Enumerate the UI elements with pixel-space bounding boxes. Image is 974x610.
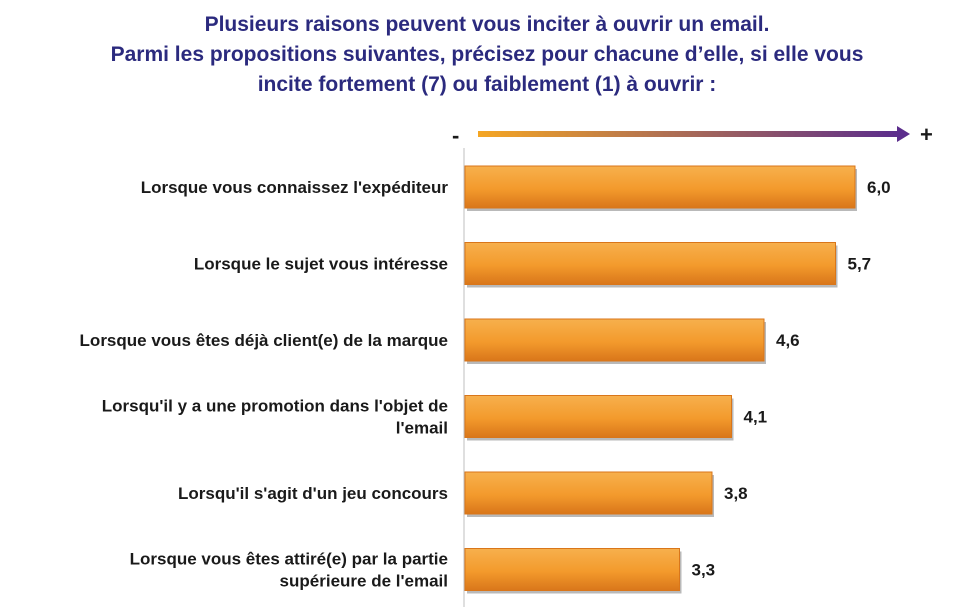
category-label-line: Lorsque le sujet vous intéresse	[194, 255, 448, 274]
bar-5	[464, 471, 713, 515]
category-label-line: l'email	[396, 419, 448, 438]
scale-low-sign: -	[452, 123, 459, 148]
title-line-1: Plusieurs raisons peuvent vous inciter à…	[204, 13, 770, 36]
scale-high-sign: +	[920, 122, 933, 147]
scale-arrow-shaft	[478, 131, 898, 137]
category-label-line: supérieure de l'email	[280, 572, 448, 591]
bar-4	[464, 395, 732, 438]
title-line-3: incite fortement (7) ou faiblement (1) à…	[257, 73, 717, 96]
category-label-line: Lorsqu'il s'agit d'un jeu concours	[178, 484, 448, 503]
bar-2	[464, 242, 836, 285]
category-label-5: Lorsqu'il s'agit d'un jeu concours	[178, 484, 448, 503]
value-label-1: 6,0	[867, 178, 891, 197]
bar-6	[464, 548, 680, 591]
category-label-line: Lorsque vous êtes déjà client(e) de la m…	[80, 331, 448, 350]
value-label-6: 3,3	[692, 561, 716, 580]
bars-layer: 6,0 Lorsque vous connaissez l'expéditeur 5…	[80, 165, 891, 594]
category-label-line: Lorsque vous êtes attiré(e) par la parti…	[130, 550, 448, 569]
chart-title: Plusieurs raisons peuvent vous inciter à…	[0, 10, 974, 100]
category-label-4: Lorsqu'il y a une promotion dans l'objet…	[102, 397, 448, 438]
title-line-2: Parmi les propositions suivantes, précis…	[110, 43, 864, 66]
category-label-line: Lorsque vous connaissez l'expéditeur	[141, 178, 449, 197]
category-label-3: Lorsque vous êtes déjà client(e) de la m…	[80, 331, 448, 350]
category-label-2: Lorsque le sujet vous intéresse	[194, 255, 448, 274]
category-label-6: Lorsque vous êtes attiré(e) par la parti…	[130, 550, 448, 591]
value-label-2: 5,7	[848, 255, 872, 274]
value-label-5: 3,8	[724, 484, 748, 503]
value-label-4: 4,1	[744, 408, 768, 427]
bar-3	[464, 318, 765, 362]
bar-1	[464, 165, 856, 209]
category-label-line: Lorsqu'il y a une promotion dans l'objet…	[102, 397, 448, 416]
value-label-3: 4,6	[776, 331, 800, 350]
category-label-1: Lorsque vous connaissez l'expéditeur	[141, 178, 449, 197]
scale-arrow-head	[897, 126, 910, 142]
